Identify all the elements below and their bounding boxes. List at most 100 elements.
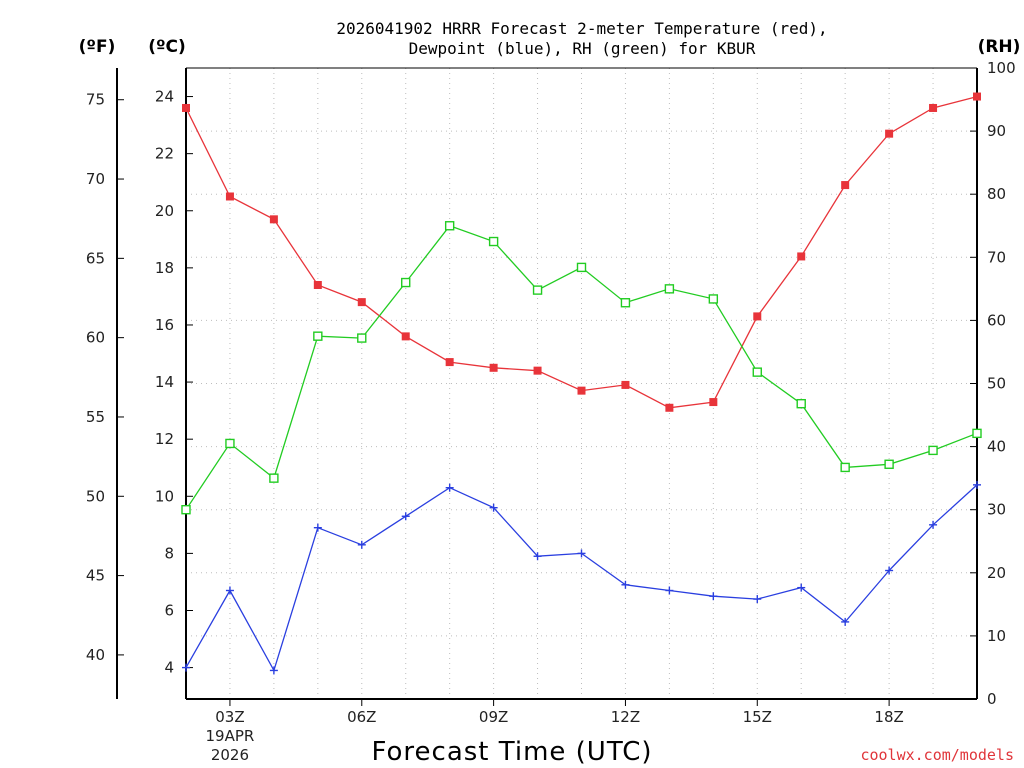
fahrenheit-tick-label: 60 [86, 329, 105, 347]
relative-humidity-point [620, 298, 631, 308]
rh-tick-label: 100 [987, 59, 1016, 77]
dewpoint-point [182, 663, 190, 672]
rh-tick-label: 50 [987, 375, 1006, 393]
relative-humidity-point [225, 438, 235, 449]
relative-humidity-point [181, 505, 191, 515]
x-tick-year-label: 2026 [211, 746, 249, 764]
dewpoint-point [929, 520, 938, 529]
relative-humidity-point [840, 462, 850, 473]
relative-humidity-point [972, 428, 982, 439]
relative-humidity-point [488, 236, 499, 247]
celsius-tick-label: 24 [155, 88, 174, 106]
relative-humidity-point [796, 398, 806, 409]
x-tick-label: 15Z [743, 708, 772, 726]
temperature-point [797, 252, 806, 261]
celsius-tick-label: 6 [164, 601, 174, 619]
x-tick-date-label: 19APR [206, 727, 255, 745]
dewpoint-point [885, 566, 894, 575]
x-tick-label: 03Z [215, 708, 244, 726]
chart-title-line-1: 2026041902 HRRR Forecast 2-meter Tempera… [336, 19, 827, 38]
dewpoint-point [401, 512, 410, 521]
temperature-point [753, 312, 762, 321]
celsius-tick-label: 8 [164, 544, 174, 562]
temperature-point [621, 380, 630, 389]
temperature-point [885, 129, 894, 138]
temperature-point [357, 298, 366, 307]
fahrenheit-tick-label: 65 [86, 249, 105, 267]
dewpoint-point [841, 617, 850, 626]
dewpoint-point [489, 503, 498, 512]
dewpoint-point [973, 480, 981, 489]
dewpoint-point [533, 552, 542, 561]
celsius-tick-label: 10 [155, 487, 174, 505]
fahrenheit-tick-label: 45 [86, 567, 105, 585]
celsius-tick-label: 12 [155, 430, 174, 448]
rh-tick-label: 30 [987, 501, 1006, 519]
dewpoint-point [665, 586, 674, 595]
celsius-tick-label: 18 [155, 259, 174, 277]
rh-tick-label: 40 [987, 438, 1006, 456]
dewpoint-point [577, 549, 586, 558]
dewpoint-point [313, 523, 322, 532]
fahrenheit-tick-label: 75 [86, 91, 105, 109]
fahrenheit-tick-label: 50 [86, 487, 105, 505]
x-tick-label: 12Z [611, 708, 640, 726]
dewpoint-point [621, 580, 630, 589]
temperature-point [973, 92, 981, 101]
temperature-point [533, 366, 542, 375]
relative-humidity-point [576, 262, 587, 273]
celsius-tick-label: 16 [155, 316, 174, 334]
celsius-tick-label: 22 [155, 145, 174, 163]
temperature-point [401, 332, 410, 341]
celsius-tick-label: 4 [164, 659, 174, 677]
credit-text: coolwx.com/models [860, 746, 1014, 764]
rh-tick-label: 80 [987, 185, 1006, 203]
tick-labels: 4 6 8 10 12 14 16 18 20 22 24 40 45 50 55 60 65 70 75 0 10 20… [86, 59, 1016, 764]
rh-tick-label: 60 [987, 311, 1006, 329]
relative-humidity-point [884, 459, 894, 469]
relative-humidity-point [401, 277, 411, 288]
rh-tick-label: 90 [987, 122, 1006, 140]
relative-humidity-point [444, 221, 455, 231]
temperature-point [841, 181, 850, 190]
temperature-point [269, 215, 278, 224]
relative-humidity-point [357, 333, 367, 343]
celsius-tick-label: 14 [155, 373, 174, 391]
temperature-point [929, 103, 938, 112]
dewpoint-point [269, 666, 278, 675]
temperature-point [665, 403, 674, 412]
dewpoint-point [797, 583, 806, 592]
rh-tick-label: 10 [987, 627, 1006, 645]
dewpoint-point [357, 540, 366, 549]
temperature-point [225, 192, 234, 201]
fahrenheit-tick-label: 70 [86, 170, 105, 188]
temperature-point [182, 103, 190, 112]
temperature-point [489, 363, 498, 372]
data-series [181, 92, 982, 675]
x-tick-label: 09Z [479, 708, 508, 726]
relative-humidity-point [752, 367, 762, 377]
grid-lines [186, 68, 977, 699]
chart-axes [116, 67, 978, 706]
dewpoint-point [225, 586, 234, 595]
temperature-point [577, 386, 586, 395]
dewpoint-line [185, 484, 978, 673]
relative-humidity-point [708, 294, 719, 304]
temperature-point [709, 398, 718, 407]
chart-title-line-2: Dewpoint (blue), RH (green) for KBUR [409, 39, 756, 58]
dewpoint-point [709, 592, 718, 601]
temperature-point [445, 358, 454, 367]
relative-humidity-point [313, 331, 323, 341]
relative-humidity-point [928, 445, 938, 456]
celsius-unit-label: (ºC) [148, 37, 186, 57]
rh-tick-label: 0 [987, 690, 997, 708]
celsius-tick-label: 20 [155, 202, 174, 220]
x-tick-label: 06Z [347, 708, 376, 726]
fahrenheit-tick-label: 40 [86, 646, 105, 664]
rh-tick-label: 70 [987, 248, 1006, 266]
temperature-point [313, 280, 322, 289]
rh-unit-label: (RH) [978, 37, 1021, 57]
relative-humidity-point [269, 473, 279, 483]
x-axis-label: Forecast Time (UTC) [371, 737, 652, 767]
